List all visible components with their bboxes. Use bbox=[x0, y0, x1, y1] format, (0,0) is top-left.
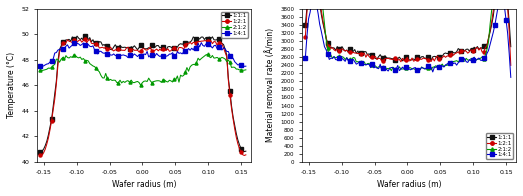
Y-axis label: Temperature (°C): Temperature (°C) bbox=[7, 52, 16, 118]
X-axis label: Wafer radius (m): Wafer radius (m) bbox=[377, 180, 441, 189]
Y-axis label: Material removal rate (Å/min): Material removal rate (Å/min) bbox=[265, 28, 275, 142]
Legend: 1:1:1, 1:2:1, 2:1:2, 1:4:1: 1:1:1, 1:2:1, 2:1:2, 1:4:1 bbox=[221, 12, 248, 38]
X-axis label: Wafer radius (m): Wafer radius (m) bbox=[112, 180, 176, 189]
Legend: 1:1:1, 1:2:1, 2:1:2, 1:4:1: 1:1:1, 1:2:1, 2:1:2, 1:4:1 bbox=[486, 133, 513, 159]
